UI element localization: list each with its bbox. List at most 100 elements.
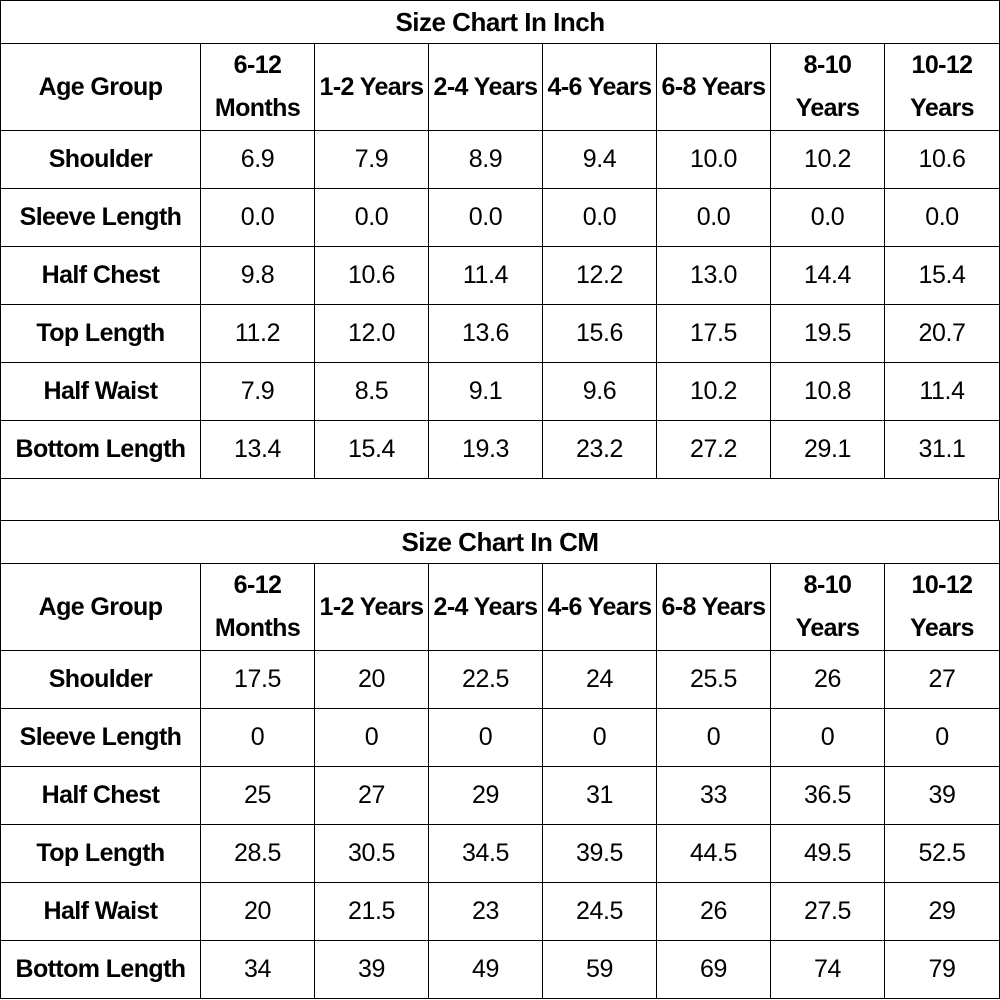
measurement-value: 6.9 [200, 130, 315, 189]
measurement-value: 22.5 [428, 650, 543, 709]
measurement-value: 34 [200, 940, 315, 999]
age-group-header: Age Group [0, 43, 201, 131]
measurement-value: 15.4 [314, 420, 429, 479]
age-column-header-line: 10-12 [911, 51, 974, 79]
table-row: Top Length 11.2 12.0 13.6 15.6 17.5 19.5 20.7 [0, 304, 1000, 363]
age-column-header-line: 6-12 [233, 571, 282, 599]
age-column-header: 8-10 Years [770, 563, 885, 651]
measurement-value: 26 [770, 650, 885, 709]
age-column-header: 1-2 Years [314, 563, 429, 651]
measurement-value: 31 [542, 766, 657, 825]
measurement-label: Shoulder [0, 650, 201, 709]
table-header-row: Age Group 6-12 Months 1-2 Years 2-4 Years 4-6… [0, 563, 1000, 651]
measurement-value: 0 [314, 708, 429, 767]
measurement-value: 17.5 [200, 650, 315, 709]
measurement-value: 11.2 [200, 304, 315, 363]
measurement-value: 21.5 [314, 882, 429, 941]
measurement-value: 10.8 [770, 362, 885, 421]
table-row: Bottom Length 34 39 49 59 69 74 79 [0, 940, 1000, 999]
measurement-value: 25.5 [656, 650, 771, 709]
measurement-label: Shoulder [0, 130, 201, 189]
measurement-value: 9.8 [200, 246, 315, 305]
age-column-header-line: 2-4 Years [433, 72, 539, 101]
measurement-value: 20 [200, 882, 315, 941]
measurement-value: 39 [883, 766, 1000, 825]
age-column-header: 6-8 Years [656, 43, 771, 131]
measurement-value: 20 [314, 650, 429, 709]
measurement-value: 49 [428, 940, 543, 999]
table-row: Sleeve Length 0.0 0.0 0.0 0.0 0.0 0.0 0.0 [0, 188, 1000, 247]
measurement-value: 12.2 [542, 246, 657, 305]
measurement-value: 29 [428, 766, 543, 825]
age-column-header-line: Years [795, 94, 860, 122]
age-column-header: 6-12 Months [200, 563, 315, 651]
age-column-header-line: 8-10 [803, 51, 852, 79]
table-row: Half Waist 20 21.5 23 24.5 26 27.5 29 [0, 882, 1000, 941]
measurement-value: 0.0 [200, 188, 315, 247]
measurement-value: 0 [428, 708, 543, 767]
measurement-value: 25 [200, 766, 315, 825]
age-column-header-line: 6-12 [233, 51, 282, 79]
age-column-header: 4-6 Years [542, 563, 657, 651]
table-row: Half Chest 25 27 29 31 33 36.5 39 [0, 766, 1000, 825]
measurement-value: 52.5 [883, 824, 1000, 883]
measurement-value: 28.5 [200, 824, 315, 883]
measurement-value: 0.0 [542, 188, 657, 247]
measurement-value: 36.5 [770, 766, 885, 825]
measurement-value: 0 [883, 708, 1000, 767]
age-column-header: 1-2 Years [314, 43, 429, 131]
age-column-header: 10-12 Years [883, 563, 1000, 651]
measurement-value: 19.3 [428, 420, 543, 479]
measurement-label: Bottom Length [0, 940, 201, 999]
measurement-value: 10.6 [314, 246, 429, 305]
measurement-value: 44.5 [656, 824, 771, 883]
measurement-value: 27 [883, 650, 1000, 709]
table-separator [0, 479, 999, 520]
measurement-value: 79 [883, 940, 1000, 999]
age-column-header-line: 1-2 Years [319, 72, 425, 101]
measurement-value: 24.5 [542, 882, 657, 941]
table-title: Size Chart In Inch [0, 0, 1000, 44]
measurement-value: 10.2 [656, 362, 771, 421]
measurement-value: 0 [770, 708, 885, 767]
measurement-value: 0.0 [428, 188, 543, 247]
measurement-value: 0 [656, 708, 771, 767]
table-row: Half Waist 7.9 8.5 9.1 9.6 10.2 10.8 11.4 [0, 362, 1000, 421]
measurement-value: 26 [656, 882, 771, 941]
table-header-row: Age Group 6-12 Months 1-2 Years 2-4 Years 4-6… [0, 43, 1000, 131]
age-column-header: 4-6 Years [542, 43, 657, 131]
measurement-value: 14.4 [770, 246, 885, 305]
age-group-header: Age Group [0, 563, 201, 651]
age-column-header: 6-8 Years [656, 563, 771, 651]
size-chart-cm-table: Size Chart In CM Age Group 6-12 Months 1-2 Y… [0, 520, 1000, 999]
table-title-row: Size Chart In Inch [0, 0, 1000, 44]
table-row: Half Chest 9.8 10.6 11.4 12.2 13.0 14.4 15.4 [0, 246, 1000, 305]
measurement-value: 13.0 [656, 246, 771, 305]
age-column-header: 2-4 Years [428, 43, 543, 131]
measurement-value: 23.2 [542, 420, 657, 479]
table-row: Top Length 28.5 30.5 34.5 39.5 44.5 49.5 52.5 [0, 824, 1000, 883]
measurement-value: 34.5 [428, 824, 543, 883]
measurement-label: Bottom Length [0, 420, 201, 479]
measurement-value: 7.9 [314, 130, 429, 189]
age-column-header-line: 10-12 [911, 571, 974, 599]
measurement-value: 29 [883, 882, 1000, 941]
measurement-value: 24 [542, 650, 657, 709]
measurement-label: Sleeve Length [0, 188, 201, 247]
measurement-label: Half Waist [0, 362, 201, 421]
table-row: Sleeve Length 0 0 0 0 0 0 0 [0, 708, 1000, 767]
measurement-value: 10.0 [656, 130, 771, 189]
measurement-value: 33 [656, 766, 771, 825]
measurement-value: 69 [656, 940, 771, 999]
age-column-header: 8-10 Years [770, 43, 885, 131]
measurement-value: 27.5 [770, 882, 885, 941]
age-column-header-line: Months [214, 94, 301, 122]
measurement-value: 9.1 [428, 362, 543, 421]
age-column-header-line: 6-8 Years [661, 592, 767, 621]
measurement-value: 27 [314, 766, 429, 825]
measurement-value: 12.0 [314, 304, 429, 363]
measurement-value: 8.9 [428, 130, 543, 189]
table-row: Shoulder 6.9 7.9 8.9 9.4 10.0 10.2 10.6 [0, 130, 1000, 189]
measurement-label: Half Chest [0, 766, 201, 825]
